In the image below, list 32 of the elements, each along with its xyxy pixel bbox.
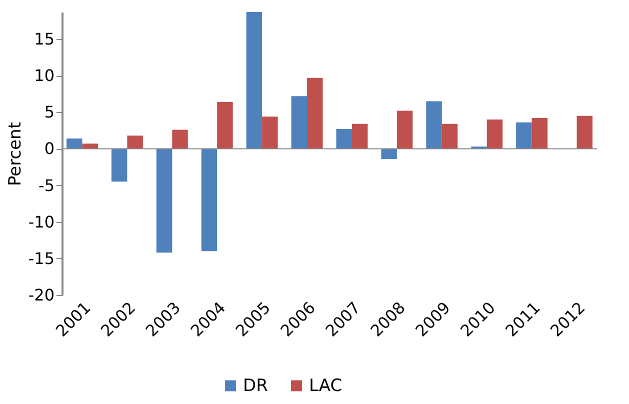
bar <box>381 148 397 159</box>
bar <box>127 136 143 149</box>
bar <box>307 78 323 149</box>
bar <box>516 122 532 149</box>
legend-label: LAC <box>309 376 342 396</box>
y-tick-label: 10 <box>34 66 54 86</box>
y-tick-label: -10 <box>28 212 54 232</box>
bar <box>336 129 352 149</box>
bar <box>291 96 308 149</box>
bar <box>246 12 262 149</box>
legend-label: DR <box>243 376 268 396</box>
y-tick-label: -20 <box>28 286 54 304</box>
bar <box>576 116 593 149</box>
bar <box>66 138 82 149</box>
y-tick-label: -5 <box>38 176 54 195</box>
bar <box>111 148 128 182</box>
y-tick-label: 15 <box>34 30 54 49</box>
bar <box>262 116 278 149</box>
bar <box>486 119 503 149</box>
bar <box>426 101 442 149</box>
y-tick-label: -15 <box>28 248 54 268</box>
bar <box>352 124 368 149</box>
bar <box>217 102 233 149</box>
bar <box>172 130 188 149</box>
bar <box>396 110 413 149</box>
bar <box>442 124 458 149</box>
bar <box>156 148 172 253</box>
bar <box>532 118 548 149</box>
y-axis-title: Percent <box>5 122 26 186</box>
y-tick-label: 5 <box>44 102 54 122</box>
y-tick-label: 0 <box>44 139 54 158</box>
bar <box>201 148 218 252</box>
